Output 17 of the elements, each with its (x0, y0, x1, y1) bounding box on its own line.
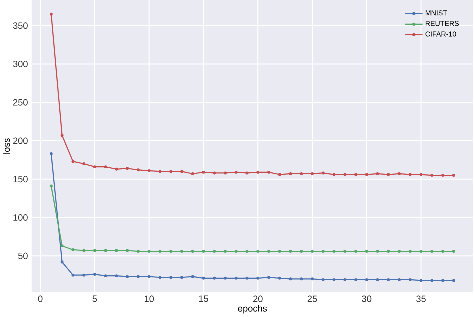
x-tick-label: 5 (92, 296, 98, 302)
y-tick-label: 300 (13, 60, 28, 68)
y-tick-label: 250 (13, 99, 28, 106)
x-tick-label: 25 (308, 296, 318, 302)
x-tick-label: 30 (362, 296, 372, 302)
y-tick-label: 350 (13, 22, 28, 30)
x-tick-label: 35 (416, 296, 426, 302)
y-tick-label: 200 (13, 138, 28, 144)
x-tick-label: 10 (144, 296, 154, 302)
y-axis-title: loss (3, 138, 10, 154)
y-tick-label: 150 (14, 176, 28, 183)
x-axis-title: epochs (238, 305, 268, 314)
x-tick-label: 15 (199, 296, 208, 302)
x-tick-label: 20 (253, 296, 263, 302)
y-tick-label: 100 (14, 214, 28, 221)
y-tick-label: 50 (18, 252, 28, 260)
x-tick-label: 0 (38, 296, 43, 302)
